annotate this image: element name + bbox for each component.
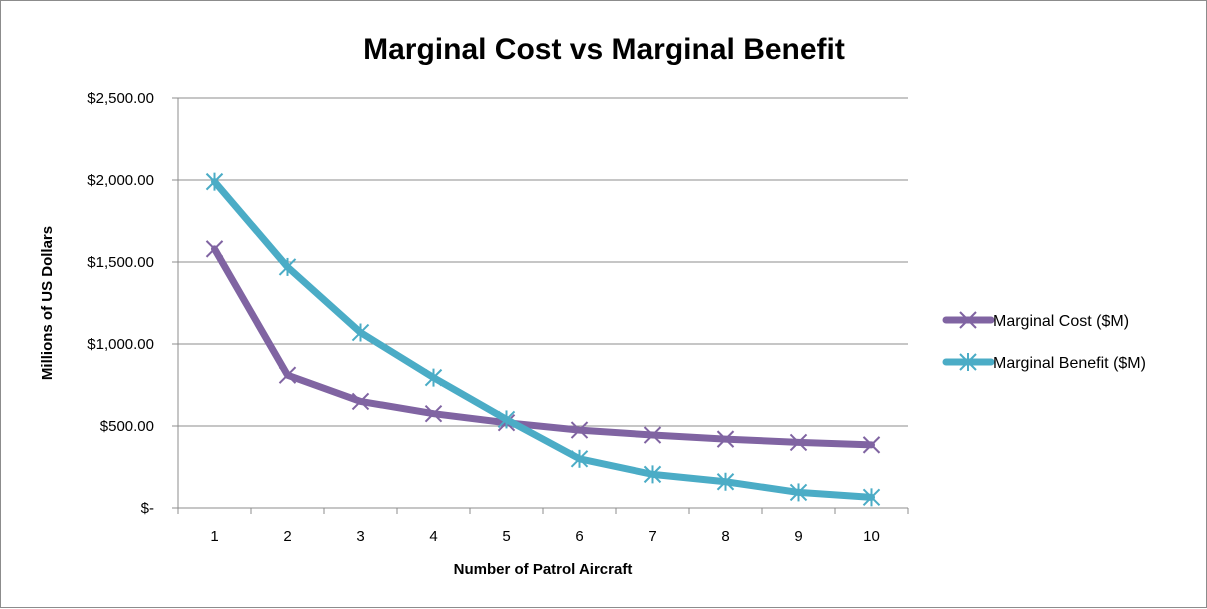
- data-point: [351, 392, 370, 411]
- x-tick-label: 8: [721, 528, 729, 545]
- data-point: [716, 430, 735, 448]
- x-tick-labels: 1 2 3 4 5 6 7 8 9 10: [210, 528, 880, 545]
- axes: [172, 97, 909, 514]
- data-point: [205, 240, 224, 258]
- x-tick-label: 5: [502, 528, 510, 545]
- legend-marker: [959, 311, 977, 329]
- legend-marker: [959, 353, 977, 371]
- x-tick-label: 6: [575, 528, 583, 545]
- series-marginal-benefit: [205, 172, 881, 507]
- legend-label: Marginal Benefit ($M): [993, 355, 1146, 372]
- y-tick-label: $2,000.00: [87, 172, 154, 189]
- data-point: [862, 488, 881, 507]
- data-point: [497, 410, 516, 429]
- data-point: [278, 366, 297, 384]
- data-point: [643, 465, 662, 484]
- y-tick-labels: $- $500.00 $1,000.00 $1,500.00 $2,000.00 $2,5…: [87, 90, 154, 517]
- x-tick-label: 7: [648, 528, 656, 545]
- data-point: [716, 472, 735, 491]
- data-point: [424, 368, 443, 387]
- x-axis-title: Number of Patrol Aircraft: [454, 561, 633, 578]
- x-tick-label: 3: [356, 528, 364, 545]
- data-point: [351, 323, 370, 342]
- data-point: [570, 421, 589, 439]
- chart-title: Marginal Cost vs Marginal Benefit: [363, 33, 845, 66]
- data-point: [205, 172, 224, 191]
- legend-item: Marginal Benefit ($M): [942, 353, 1146, 372]
- series-layer: [205, 172, 881, 507]
- x-tick-label: 1: [210, 528, 218, 545]
- legend-label: Marginal Cost ($M): [993, 313, 1129, 330]
- legend: Marginal Cost ($M) Marginal Benefit ($M): [942, 311, 1146, 372]
- data-point: [643, 426, 662, 444]
- y-tick-label: $2,500.00: [87, 90, 154, 107]
- data-point: [278, 257, 297, 276]
- x-tick-label: 2: [283, 528, 291, 545]
- y-tick-label: $500.00: [100, 418, 154, 435]
- gridlines: [178, 97, 908, 427]
- x-tick-label: 9: [794, 528, 802, 545]
- series-line: [211, 245, 875, 449]
- data-point: [570, 449, 589, 468]
- x-tick-label: 10: [863, 528, 880, 545]
- x-tick-label: 4: [429, 528, 437, 545]
- data-point: [862, 436, 881, 454]
- data-point: [789, 483, 808, 502]
- y-tick-label: $1,500.00: [87, 254, 154, 271]
- legend-item: Marginal Cost ($M): [942, 311, 1129, 330]
- data-point: [424, 404, 443, 423]
- y-axis-title: Millions of US Dollars: [39, 226, 56, 380]
- series-line: [211, 178, 875, 501]
- series-marginal-cost: [205, 240, 881, 454]
- data-point: [789, 433, 808, 452]
- y-tick-label: $1,000.00: [87, 336, 154, 353]
- y-tick-label: $-: [141, 500, 154, 517]
